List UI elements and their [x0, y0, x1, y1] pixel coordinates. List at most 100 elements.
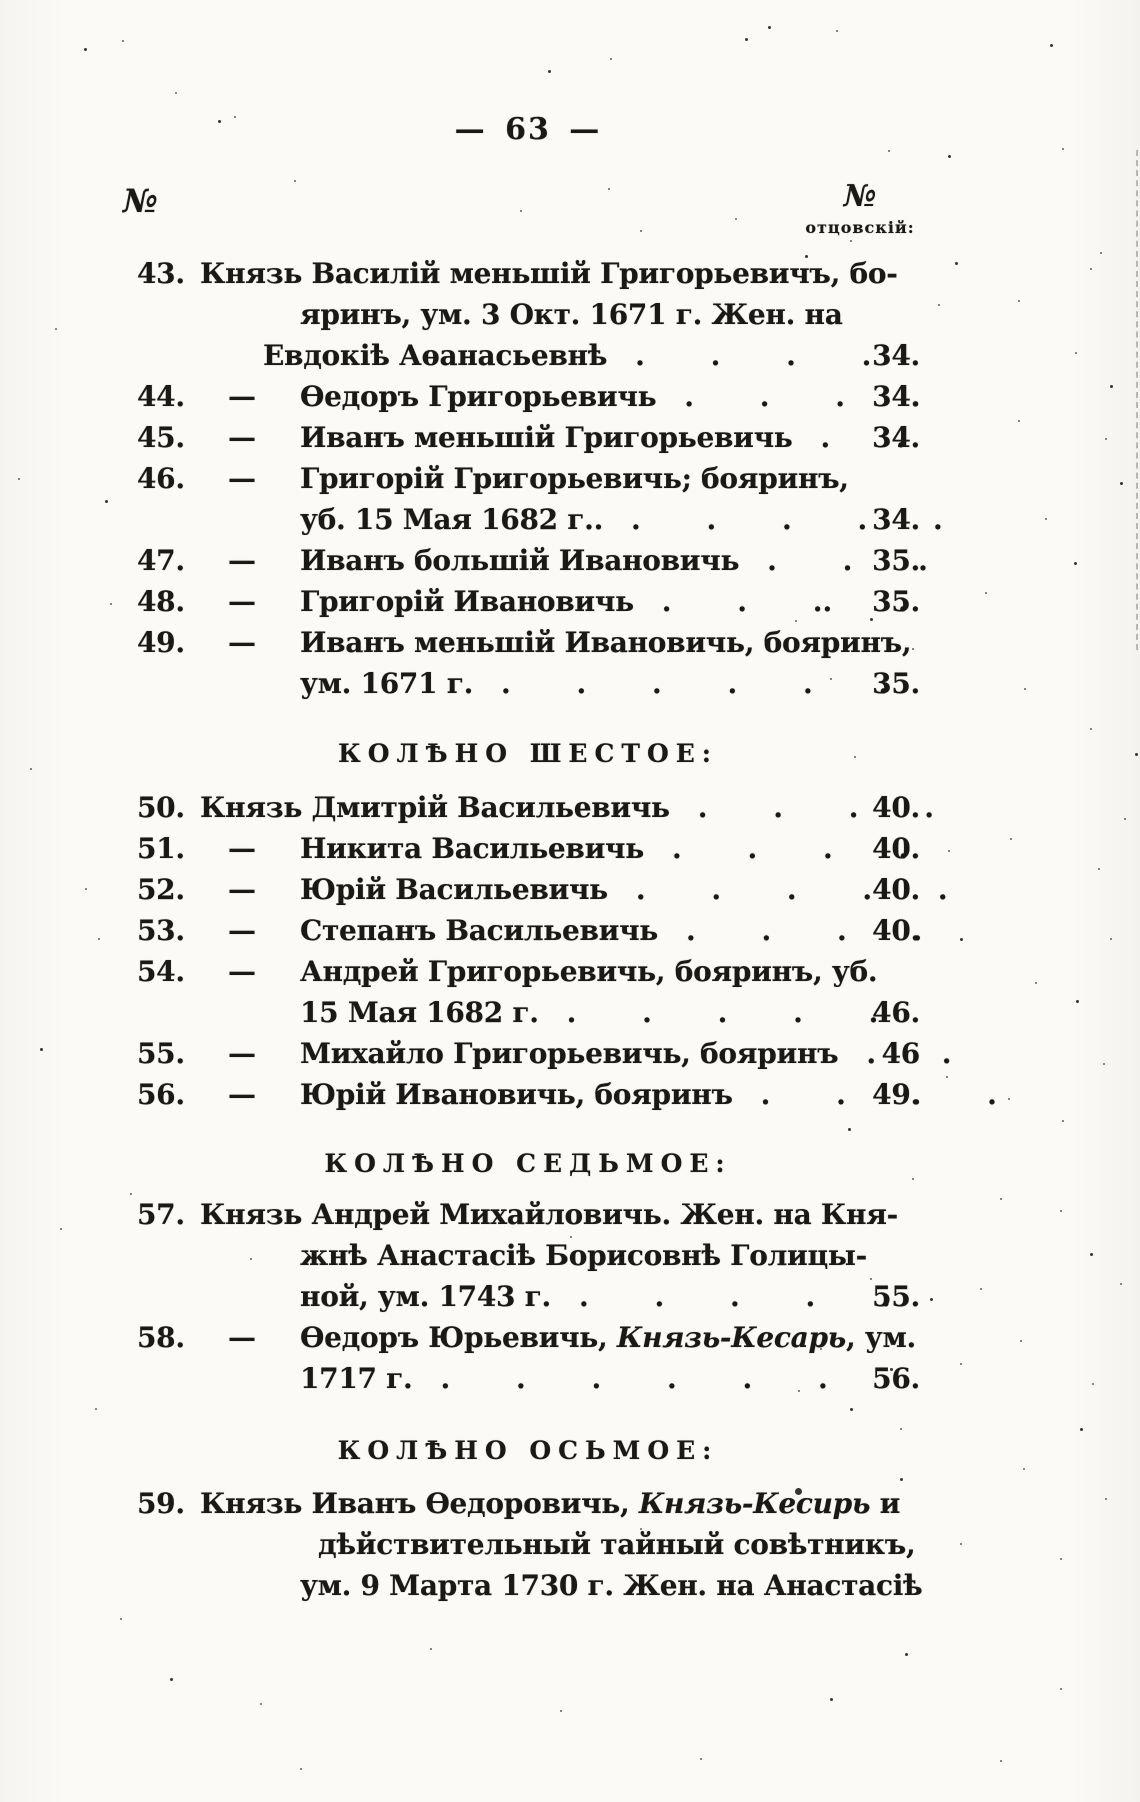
- dot-leader: . . .. .: [661, 585, 908, 618]
- father-ref-number: 49.: [872, 1078, 920, 1111]
- ink-speck: [1000, 1760, 1002, 1762]
- dot-leader: . .: [866, 1037, 952, 1070]
- father-ref-number: 46: [881, 1037, 921, 1070]
- entry-number: 48.: [137, 585, 185, 618]
- ink-speck: [905, 1653, 908, 1656]
- text-run: Григорій Григорьевичь; бояринъ,: [300, 462, 849, 495]
- text-run: 15 Мая 1682 г.: [300, 996, 539, 1029]
- ditto-dash: —: [228, 421, 256, 454]
- text-run: уб. 15 Мая 1682 г..: [300, 503, 604, 536]
- continuation-line: Евдокіѣ Аѳанасьевнѣ . . . . 34.: [0, 335, 1140, 376]
- entry-text: Иванъ большій Ивановичь . . .: [0, 540, 1140, 581]
- text-run: Юрій Ивановичь, бояринъ: [300, 1078, 733, 1111]
- entry-line: 54. — Андрей Григорьевичь, бояринъ, уб.: [0, 951, 1140, 992]
- father-ref-number: 40.: [872, 914, 920, 947]
- entry-text: Юрій Васильевичь . . . . .: [0, 869, 1140, 910]
- dot-leader: . . . . .: [635, 873, 948, 906]
- text-run: и: [870, 1487, 901, 1520]
- ink-speck: [548, 70, 551, 73]
- continuation-line: ной, ум. 1743 г. . . . . . 55.: [0, 1276, 1140, 1317]
- entry-line: 53. — Степанъ Васильевичь . . . . 40.: [0, 910, 1140, 951]
- dot-leader: . . . . .: [631, 503, 943, 536]
- scan-edge-artifact: [1136, 150, 1138, 650]
- entry-text: дѣйствительный тайный совѣтникъ,: [0, 1524, 1140, 1565]
- entry-number: 47.: [137, 544, 185, 577]
- ink-speck: [1050, 44, 1053, 47]
- ditto-dash: —: [228, 914, 256, 947]
- ink-speck: [700, 1758, 702, 1760]
- dot-leader: . . . .: [697, 791, 934, 824]
- entry-number: 43.: [137, 257, 185, 290]
- text-run: яринъ, ум. 3 Окт. 1671 г. Жен. на: [300, 298, 843, 331]
- ink-speck: [610, 58, 612, 60]
- text-run: , ум.: [845, 1321, 916, 1354]
- entry-text: Ѳедоръ Юрьевичь, Князь-Кесарь, ум.: [0, 1317, 1140, 1358]
- father-ref-number: 35.: [872, 667, 920, 700]
- dot-leader: . . . . .: [566, 996, 879, 1029]
- father-ref-number: 35.: [872, 585, 920, 618]
- entry-number: 44.: [137, 380, 185, 413]
- ink-speck: [300, 1768, 302, 1770]
- text-run: ум. 1671 г.: [300, 667, 474, 700]
- entry-line: 52. — Юрій Васильевичь . . . . . 40.: [0, 869, 1140, 910]
- numero-icon: №: [843, 179, 877, 214]
- ditto-dash: —: [228, 1078, 256, 1111]
- ink-speck: [735, 218, 737, 220]
- text-run: Ѳедоръ Григорьевичь: [300, 380, 657, 413]
- entry-line: 51. — Никита Васильевичь . . . . 40.: [0, 828, 1140, 869]
- entry-text: ной, ум. 1743 г. . . . . .: [0, 1276, 1140, 1317]
- text-run: Никита Васильевичь: [300, 832, 644, 865]
- ink-speck: [430, 1648, 432, 1650]
- ink-speck: [830, 1698, 833, 1701]
- dot-leader: . . . .: [671, 832, 909, 865]
- entry-text: Степанъ Васильевичь . . . .: [0, 910, 1140, 951]
- dot-leader: . . . . . .: [440, 1362, 828, 1395]
- ink-speck: [745, 38, 748, 41]
- entry-text: Евдокіѣ Аѳанасьевнѣ . . . .: [0, 335, 1140, 376]
- entry-text: 1717 г. . . . . . .: [0, 1358, 1140, 1399]
- ink-speck: [768, 26, 771, 29]
- father-ref-number: 34.: [872, 503, 920, 536]
- generation-heading: КОЛѢНО ШЕСТОЕ:: [0, 733, 1056, 774]
- text-run: КОЛѢНО ОСЬМОЕ:: [337, 1436, 719, 1465]
- text-run: 1717 г.: [300, 1362, 413, 1395]
- continuation-line: дѣйствительный тайный совѣтникъ,: [0, 1524, 1140, 1565]
- entry-number: 54.: [137, 955, 185, 988]
- dot-leader: . .: [820, 421, 906, 454]
- continuation-line: ум. 1671 г. . . . . . . 35.: [0, 663, 1140, 704]
- entry-text: Князь Андрей Михайловичь. Жен. на Кня-: [0, 1194, 1140, 1235]
- entry-text: Григорій Григорьевичь; бояринъ,: [0, 458, 1140, 499]
- entry-line: 58. — Ѳедоръ Юрьевичь, Князь-Кесарь, ум.: [0, 1317, 1140, 1358]
- text-run: Ѳедоръ Юрьевичь,: [300, 1321, 617, 1354]
- generation-heading: КОЛѢНО ОСЬМОЕ:: [0, 1430, 1056, 1471]
- text-run: Князь Андрей Михайловичь. Жен. на Кня-: [200, 1198, 898, 1231]
- ink-speck: [260, 1703, 262, 1705]
- entry-number: 45.: [137, 421, 185, 454]
- entry-line: 59. Князь Иванъ Ѳедоровичь, Князь-Кесирь …: [0, 1483, 1140, 1524]
- father-ref-number: 55.: [872, 1280, 920, 1313]
- ink-speck: [120, 1618, 122, 1620]
- entry-number: 49.: [137, 626, 185, 659]
- text-run: Князь Дмитрій Васильевичь: [200, 791, 670, 824]
- heading-text: КОЛѢНО ОСЬМОЕ:: [338, 1436, 719, 1465]
- ink-speck: [1060, 1688, 1062, 1690]
- ink-speck: [84, 48, 87, 51]
- entry-line: 45. — Иванъ меньшій Григорьевичь . . 34.: [0, 417, 1140, 458]
- dot-leader: . . . .: [760, 1078, 997, 1111]
- dot-leader: . . . . .: [578, 1280, 891, 1313]
- dot-leader: . . .: [767, 544, 928, 577]
- heading-text: КОЛѢНО СЕДЬМОЕ:: [324, 1149, 731, 1178]
- entry-line: 50. Князь Дмитрій Васильевичь . . . . 40.: [0, 787, 1140, 828]
- dot-leader: . . . . . .: [501, 667, 889, 700]
- continuation-line: яринъ, ум. 3 Окт. 1671 г. Жен. на: [0, 294, 1140, 335]
- entry-number: 55.: [137, 1037, 185, 1070]
- entry-list: 43. Князь Василій меньшій Григорьевичъ, б…: [0, 253, 1140, 1606]
- entry-text: ум. 1671 г. . . . . . .: [0, 663, 1140, 704]
- entry-line: 46. — Григорій Григорьевичь; бояринъ,: [0, 458, 1140, 499]
- father-ref-number: 34.: [872, 380, 920, 413]
- entry-text: Иванъ меньшій Ивановичь, бояринъ,: [0, 622, 1140, 663]
- ink-speck: [850, 240, 852, 242]
- entry-line: 44. — Ѳедоръ Григорьевичь . . . . 34.: [0, 376, 1140, 417]
- entry-text: Никита Васильевичь . . . .: [0, 828, 1140, 869]
